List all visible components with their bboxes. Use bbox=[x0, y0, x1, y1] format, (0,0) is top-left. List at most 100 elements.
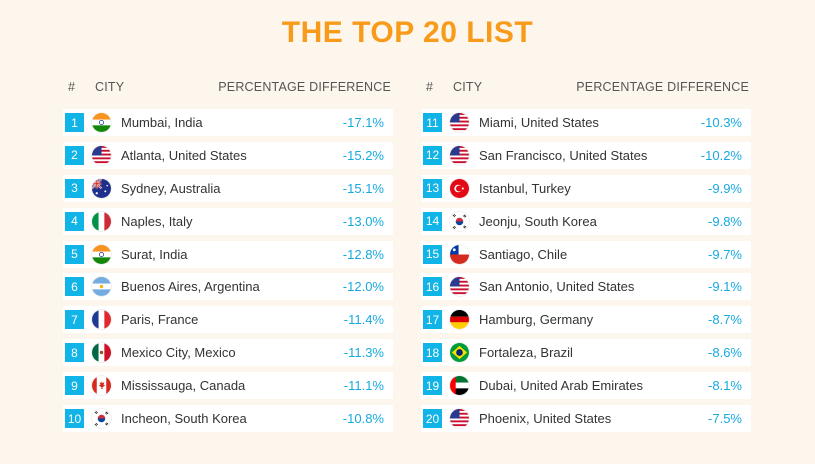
percentage-value: -8.7% bbox=[708, 312, 742, 328]
percentage-value: -9.7% bbox=[708, 246, 742, 262]
percentage-value: -15.1% bbox=[342, 180, 384, 196]
percentage-value: -8.6% bbox=[708, 345, 742, 361]
percentage-value: -10.8% bbox=[342, 411, 384, 427]
percentage-value: -11.3% bbox=[343, 345, 384, 361]
turkey-flag-icon bbox=[450, 178, 469, 198]
list-item: 16 San Antonio, United States -9.1% bbox=[421, 273, 751, 301]
header-city: CITY bbox=[95, 80, 125, 94]
rank-badge: 19 bbox=[423, 376, 442, 396]
city-name: Surat, India bbox=[121, 246, 188, 262]
city-name: Paris, France bbox=[121, 312, 199, 328]
list-item: 13 Istanbul, Turkey -9.9% bbox=[421, 174, 751, 202]
rank-badge: 20 bbox=[423, 409, 442, 429]
mexico-flag-icon bbox=[92, 343, 111, 363]
usa-flag-icon bbox=[450, 113, 469, 132]
rank-badge: 13 bbox=[423, 178, 442, 198]
france-flag-icon bbox=[92, 310, 111, 330]
city-name: Naples, Italy bbox=[121, 213, 193, 229]
rank-badge: 11 bbox=[423, 113, 442, 132]
percentage-value: -11.1% bbox=[343, 378, 384, 394]
header-percentage: PERCENTAGE DIFFERENCE bbox=[576, 80, 749, 94]
header-rank: # bbox=[426, 80, 434, 94]
percentage-value: -8.1% bbox=[708, 378, 742, 394]
city-name: Buenos Aires, Argentina bbox=[121, 279, 260, 295]
argentina-flag-icon bbox=[92, 277, 111, 297]
list-item: 7 Paris, France -11.4% bbox=[63, 306, 393, 334]
city-name: Istanbul, Turkey bbox=[479, 180, 571, 196]
city-name: Miami, United States bbox=[479, 115, 599, 130]
city-name: Mississauga, Canada bbox=[121, 378, 246, 394]
rank-badge: 2 bbox=[65, 145, 84, 165]
percentage-value: -17.1% bbox=[342, 115, 384, 130]
rank-badge: 4 bbox=[65, 211, 84, 231]
rank-badge: 16 bbox=[423, 277, 442, 297]
list-column-right: # CITY PERCENTAGE DIFFERENCE 11 Miami, Un… bbox=[421, 76, 751, 438]
city-name: Mexico City, Mexico bbox=[121, 345, 236, 361]
header-rank: # bbox=[68, 80, 76, 94]
south-korea-flag-icon bbox=[92, 409, 111, 429]
percentage-value: -11.4% bbox=[343, 312, 384, 328]
usa-flag-icon bbox=[450, 277, 469, 297]
rank-badge: 18 bbox=[423, 343, 442, 363]
list-item: 15 Santiago, Chile -9.7% bbox=[421, 240, 751, 268]
percentage-value: -10.3% bbox=[700, 115, 742, 130]
rank-badge: 15 bbox=[423, 244, 442, 264]
brazil-flag-icon bbox=[450, 343, 469, 363]
percentage-value: -9.1% bbox=[708, 279, 742, 295]
usa-flag-icon bbox=[450, 145, 469, 165]
rank-badge: 17 bbox=[423, 310, 442, 330]
uae-flag-icon bbox=[450, 376, 469, 396]
percentage-value: -15.2% bbox=[342, 147, 384, 163]
city-name: Fortaleza, Brazil bbox=[479, 345, 573, 361]
rank-badge: 6 bbox=[65, 277, 84, 297]
list-item: 11 Miami, United States -10.3% bbox=[421, 109, 751, 136]
chile-flag-icon bbox=[450, 244, 469, 264]
rank-badge: 12 bbox=[423, 145, 442, 165]
header-percentage: PERCENTAGE DIFFERENCE bbox=[218, 80, 391, 94]
list-item: 4 Naples, Italy -13.0% bbox=[63, 207, 393, 235]
city-name: Incheon, South Korea bbox=[121, 411, 247, 427]
rank-badge: 8 bbox=[65, 343, 84, 363]
canada-flag-icon bbox=[92, 376, 111, 396]
list-item: 6 Buenos Aires, Argentina -12.0% bbox=[63, 273, 393, 301]
rank-badge: 14 bbox=[423, 211, 442, 231]
city-name: Santiago, Chile bbox=[479, 246, 568, 262]
city-name: Dubai, United Arab Emirates bbox=[479, 378, 644, 394]
rank-badge: 3 bbox=[65, 178, 84, 198]
percentage-value: -12.8% bbox=[342, 246, 384, 262]
rank-badge: 1 bbox=[65, 113, 84, 132]
city-name: Mumbai, India bbox=[121, 115, 203, 130]
list-item: 20 Phoenix, United States -7.5% bbox=[421, 405, 751, 433]
rows-left: 1 Mumbai, India -17.1% 2 Atlanta, United Sta… bbox=[63, 109, 393, 433]
city-name: San Antonio, United States bbox=[479, 279, 635, 295]
india-flag-icon bbox=[92, 113, 111, 132]
page-title: THE TOP 20 LIST bbox=[281, 16, 534, 49]
percentage-value: -12.0% bbox=[342, 279, 384, 295]
south-korea-flag-icon bbox=[450, 211, 469, 231]
city-name: Sydney, Australia bbox=[121, 180, 221, 196]
column-header: # CITY PERCENTAGE DIFFERENCE bbox=[63, 76, 393, 98]
list-column-left: # CITY PERCENTAGE DIFFERENCE 1 Mumbai, In… bbox=[63, 76, 393, 438]
list-item: 2 Atlanta, United States -15.2% bbox=[63, 141, 393, 169]
usa-flag-icon bbox=[92, 145, 111, 165]
city-name: San Francisco, United States bbox=[479, 147, 648, 163]
usa-flag-icon bbox=[450, 409, 469, 429]
percentage-value: -9.8% bbox=[708, 213, 742, 229]
australia-flag-icon bbox=[92, 178, 111, 198]
list-item: 5 Surat, India -12.8% bbox=[63, 240, 393, 268]
list-item: 1 Mumbai, India -17.1% bbox=[63, 109, 393, 136]
rank-badge: 10 bbox=[65, 409, 84, 429]
percentage-value: -10.2% bbox=[700, 147, 742, 163]
germany-flag-icon bbox=[450, 310, 469, 330]
rows-right: 11 Miami, United States -10.3% 12 San Franci… bbox=[421, 109, 751, 433]
list-item: 14 Jeonju, South Korea -9.8% bbox=[421, 207, 751, 235]
list-item: 18 Fortaleza, Brazil -8.6% bbox=[421, 339, 751, 367]
city-name: Atlanta, United States bbox=[121, 147, 247, 163]
india-flag-icon bbox=[92, 244, 111, 264]
percentage-value: -9.9% bbox=[708, 180, 742, 196]
list-item: 9 Mississauga, Canada -11.1% bbox=[63, 372, 393, 400]
list-item: 10 Incheon, South Korea -10.8% bbox=[63, 405, 393, 433]
city-name: Hamburg, Germany bbox=[479, 312, 594, 328]
list-item: 3 Sydney, Australia -15.1% bbox=[63, 174, 393, 202]
